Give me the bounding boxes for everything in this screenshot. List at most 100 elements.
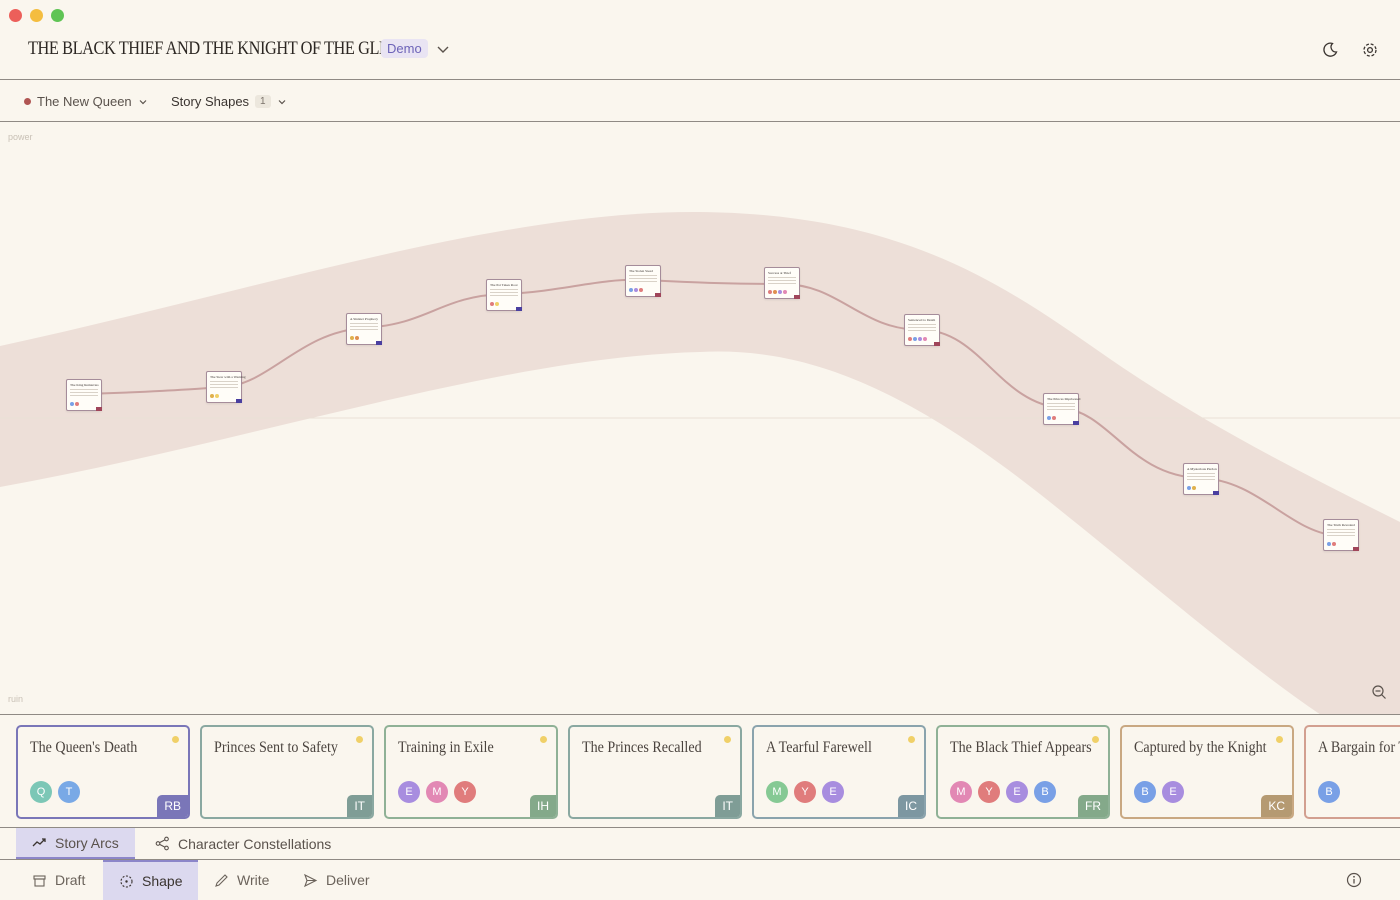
scene-card-title: The Black Thief Appears [950, 739, 1092, 756]
arc-node-title: The Princes Imprisoned [1047, 397, 1081, 401]
arc-node-text-line [490, 289, 518, 290]
arc-graphic [0, 211, 1400, 714]
arc-node[interactable]: The Stew with a Warning [206, 371, 246, 403]
arc-node-title: A Mysterious Pardon [1187, 467, 1217, 471]
scene-tag: KC [1261, 795, 1292, 817]
character-dot [490, 302, 494, 306]
scene-card[interactable]: The Queen's Death Q T RB [16, 725, 190, 819]
share-icon [155, 836, 169, 851]
tab-shape-label: Shape [142, 873, 183, 889]
character-avatar[interactable]: T [58, 781, 80, 803]
character-avatar[interactable]: E [1162, 781, 1184, 803]
maximize-window-button[interactable] [51, 9, 64, 22]
story-arc-canvas[interactable]: power ruin The King Remarries The Stew wi… [0, 122, 1400, 714]
character-dot [495, 302, 499, 306]
arc-node-characters [1327, 542, 1336, 546]
scene-card[interactable]: The Black Thief Appears M Y E B FR [936, 725, 1110, 819]
arc-node-tag [934, 342, 940, 346]
tab-write[interactable]: Write [198, 860, 285, 900]
arc-selector-label: The New Queen [37, 94, 132, 109]
arc-node[interactable]: Success at Thief [764, 267, 800, 299]
character-dot [918, 337, 922, 341]
scene-card[interactable]: Princes Sent to Safety IT [200, 725, 374, 819]
arc-node-characters [629, 288, 643, 292]
archive-icon [33, 874, 46, 887]
arc-node[interactable]: A Mysterious Pardon [1183, 463, 1219, 495]
character-avatar[interactable]: B [1318, 781, 1340, 803]
arc-node[interactable]: A Sinister Prophecy [346, 313, 382, 345]
scene-card[interactable]: Training in Exile E M Y IH [384, 725, 558, 819]
scene-tag: FR [1078, 795, 1108, 817]
tab-draft[interactable]: Draft [16, 860, 101, 900]
title-bar: THE BLACK THIEF AND THE KNIGHT OF THE GL… [0, 0, 1400, 80]
character-avatar[interactable]: B [1134, 781, 1156, 803]
minimize-window-button[interactable] [30, 9, 43, 22]
character-avatar[interactable]: M [766, 781, 788, 803]
chevron-down-icon[interactable] [436, 42, 450, 56]
character-dot [1192, 486, 1196, 490]
scene-card[interactable]: Captured by the Knight B E KC [1120, 725, 1294, 819]
arc-node-text-line [908, 324, 936, 325]
arc-node-text-line [1047, 409, 1075, 410]
scene-card[interactable]: A Tearful Farewell M Y E IC [752, 725, 926, 819]
character-dot [355, 336, 359, 340]
character-avatar[interactable]: E [1006, 781, 1028, 803]
arc-node-title: A Sinister Prophecy [350, 317, 378, 321]
arc-node[interactable]: The Princes Imprisoned [1043, 393, 1081, 425]
tab-character-constellations[interactable]: Character Constellations [139, 828, 347, 859]
tab-story-arcs-label: Story Arcs [55, 834, 119, 851]
character-avatar[interactable]: Y [794, 781, 816, 803]
arc-node-text-line [768, 280, 796, 281]
arc-node-tag [794, 295, 800, 299]
character-avatar[interactable]: Y [978, 781, 1000, 803]
tab-character-constellations-label: Character Constellations [178, 835, 332, 852]
tab-shape[interactable]: Shape [103, 860, 199, 900]
arc-node-tag [516, 307, 522, 311]
arc-node-tag [1073, 421, 1079, 425]
character-avatar[interactable]: M [426, 781, 448, 803]
scene-tag: IH [530, 795, 556, 817]
arc-node[interactable]: The Stolen Steed [625, 265, 661, 297]
arc-node-title: The Pot Takes Root [490, 283, 518, 287]
character-avatar[interactable]: Y [454, 781, 476, 803]
arc-node-text-line [1327, 532, 1355, 533]
tab-story-arcs[interactable]: Story Arcs [16, 828, 135, 859]
chevron-down-icon [278, 99, 286, 104]
arc-node-title: The Stew with a Warning [210, 375, 246, 379]
arc-node-title: The Truth Revealed [1327, 523, 1355, 527]
arc-node-text-line [629, 275, 657, 276]
arc-node[interactable]: The Pot Takes Root [486, 279, 522, 311]
scene-card[interactable]: The Princes Recalled IT [568, 725, 742, 819]
arc-node-text-line [768, 283, 796, 284]
status-dot [540, 736, 547, 743]
character-dot [1327, 542, 1331, 546]
arc-node[interactable]: The King Remarries [66, 379, 102, 411]
tab-deliver[interactable]: Deliver [287, 860, 386, 900]
story-shapes-selector[interactable]: Story Shapes 1 [171, 94, 287, 109]
arc-node-text-line [1187, 476, 1215, 477]
story-shapes-count: 1 [255, 95, 271, 108]
close-window-button[interactable] [9, 9, 22, 22]
arc-node-text-line [490, 292, 518, 293]
zoom-out-icon[interactable] [1371, 684, 1387, 700]
scene-card[interactable]: A Bargain for T B [1304, 725, 1400, 819]
arc-node[interactable]: Sentenced to Death [904, 314, 940, 346]
character-avatar[interactable]: Q [30, 781, 52, 803]
character-dot [1332, 542, 1336, 546]
character-avatar[interactable]: E [822, 781, 844, 803]
arc-node-tag [96, 407, 102, 411]
character-dot [634, 288, 638, 292]
info-icon[interactable] [1346, 872, 1362, 888]
settings-icon[interactable] [1361, 41, 1379, 59]
character-avatar[interactable]: B [1034, 781, 1056, 803]
tab-draft-label: Draft [55, 872, 86, 888]
arc-node[interactable]: The Truth Revealed [1323, 519, 1359, 551]
chevron-down-icon [139, 99, 147, 104]
arc-selector[interactable]: The New Queen [24, 94, 148, 109]
character-avatar[interactable]: E [398, 781, 420, 803]
moon-icon[interactable] [1321, 41, 1339, 59]
arc-node-characters [70, 402, 79, 406]
character-avatar[interactable]: M [950, 781, 972, 803]
